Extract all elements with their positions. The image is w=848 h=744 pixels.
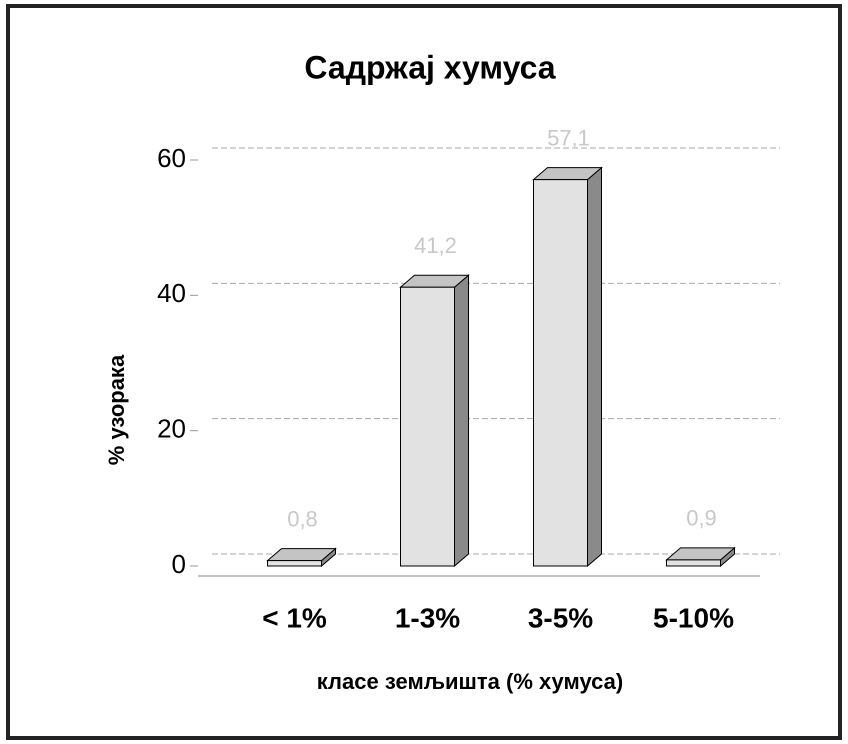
y-axis-label: % узорака xyxy=(104,354,129,465)
y-tick-label: 0 xyxy=(172,549,186,579)
value-label: 0,9 xyxy=(686,506,717,531)
value-label: 0,8 xyxy=(287,506,318,531)
x-tick-label: 3-5% xyxy=(528,602,593,633)
x-tick-label: 1-3% xyxy=(395,602,460,633)
y-tick-label: 20 xyxy=(157,414,186,444)
bar xyxy=(666,559,721,567)
chart-title: Садржај хумуса xyxy=(304,49,555,85)
bar xyxy=(533,179,588,567)
value-label: 57,1 xyxy=(547,125,590,150)
x-axis-label: класе земљишта (% хумуса) xyxy=(317,669,623,694)
y-tick-label: 40 xyxy=(157,278,186,308)
bar-side xyxy=(454,274,469,568)
x-tick-label: < 1% xyxy=(262,602,327,633)
y-tick-label: 60 xyxy=(157,143,186,173)
bar xyxy=(267,560,322,567)
value-label: 41,2 xyxy=(414,233,457,258)
bar xyxy=(400,286,455,567)
x-tick-label: 5-10% xyxy=(653,602,734,633)
bar-side xyxy=(587,166,602,568)
